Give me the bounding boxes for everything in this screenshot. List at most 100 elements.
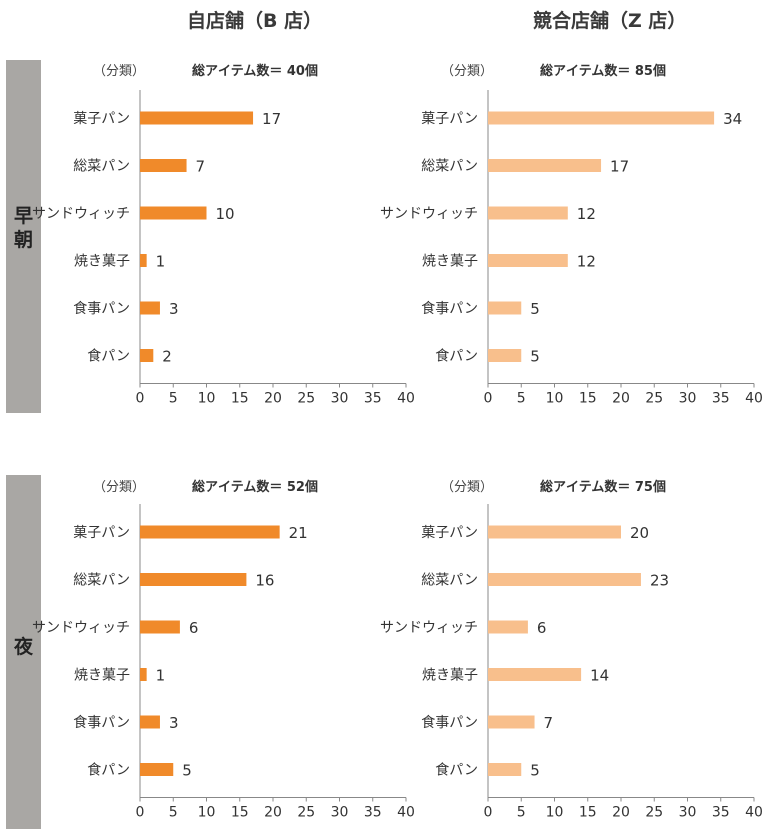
bar xyxy=(488,111,715,125)
bar xyxy=(140,206,207,220)
x-tick-label: 30 xyxy=(679,391,697,407)
bar xyxy=(488,159,602,172)
category-label: 総菜パン xyxy=(73,573,130,589)
x-tick-label: 5 xyxy=(169,391,178,407)
x-tick-label: 30 xyxy=(331,391,349,407)
x-tick-label: 30 xyxy=(331,805,349,821)
bar-value-label: 20 xyxy=(630,524,649,542)
row-label-morning: 早朝 xyxy=(13,205,33,251)
category-label: 焼き菓子 xyxy=(74,254,130,270)
x-tick-label: 0 xyxy=(136,391,145,407)
bar-value-label: 23 xyxy=(650,572,669,590)
x-tick-label: 15 xyxy=(579,805,597,821)
category-label: 菓子パン xyxy=(421,525,478,541)
category-label: 食パン xyxy=(87,348,130,365)
column-title-competitor-store: 競合店舗（Z 店） xyxy=(533,10,687,32)
panel-header-category: （分類） xyxy=(93,64,145,79)
category-label: 菓子パン xyxy=(73,111,130,127)
category-label: 焼き菓子 xyxy=(422,254,478,270)
category-label: 菓子パン xyxy=(421,111,478,127)
x-tick-label: 25 xyxy=(645,391,663,407)
category-label: 食事パン xyxy=(421,300,478,317)
row-label-bar-morning: 早朝 xyxy=(6,60,41,413)
category-label: サンドウィッチ xyxy=(380,620,478,636)
column-title-own-store: 自店舗（B 店） xyxy=(187,10,323,32)
x-tick-label: 20 xyxy=(612,805,630,821)
bar-value-label: 21 xyxy=(289,524,308,542)
bar-value-label: 17 xyxy=(262,110,281,128)
x-tick-label: 10 xyxy=(198,391,216,407)
bar xyxy=(488,763,522,776)
panel-header-category: （分類） xyxy=(93,480,145,495)
x-tick-label: 40 xyxy=(745,391,763,407)
bar xyxy=(140,111,254,125)
bar xyxy=(140,254,147,267)
category-label: 食事パン xyxy=(73,300,130,317)
x-tick-label: 5 xyxy=(517,391,526,407)
x-tick-label: 40 xyxy=(397,391,415,407)
category-label: 総菜パン xyxy=(73,159,130,175)
bar-value-label: 10 xyxy=(216,205,235,223)
bar-value-label: 7 xyxy=(196,158,206,176)
bar xyxy=(140,763,174,776)
bar xyxy=(488,206,568,220)
bar xyxy=(140,525,280,539)
bar-value-label: 7 xyxy=(544,714,554,732)
x-tick-label: 0 xyxy=(484,391,493,407)
category-label: 総菜パン xyxy=(421,573,478,589)
panel-header-category: （分類） xyxy=(441,64,493,79)
bar-value-label: 12 xyxy=(577,205,596,223)
bar xyxy=(140,349,154,362)
category-label: サンドウィッチ xyxy=(32,620,130,636)
panel-header-total-items: 総アイテム数＝ 85個 xyxy=(540,63,666,79)
bar xyxy=(488,715,535,729)
x-tick-label: 20 xyxy=(612,391,630,407)
bar-value-label: 3 xyxy=(169,300,179,318)
x-tick-label: 30 xyxy=(679,805,697,821)
panel-header-total-items: 総アイテム数＝ 40個 xyxy=(192,63,318,79)
bar-value-label: 34 xyxy=(723,110,742,128)
x-tick-label: 0 xyxy=(136,805,145,821)
bar-value-label: 5 xyxy=(530,300,540,318)
bar xyxy=(140,301,160,315)
x-tick-label: 5 xyxy=(169,805,178,821)
x-tick-label: 35 xyxy=(364,805,382,821)
x-tick-label: 20 xyxy=(264,805,282,821)
bar xyxy=(140,620,180,634)
x-tick-label: 10 xyxy=(546,805,564,821)
x-tick-label: 10 xyxy=(546,391,564,407)
bar-value-label: 5 xyxy=(182,762,192,780)
bar xyxy=(488,301,522,315)
x-tick-label: 20 xyxy=(264,391,282,407)
category-label: 菓子パン xyxy=(73,525,130,541)
bar-value-label: 1 xyxy=(156,253,166,271)
x-tick-label: 5 xyxy=(517,805,526,821)
bar-value-label: 3 xyxy=(169,714,179,732)
x-tick-label: 25 xyxy=(645,805,663,821)
category-label: 食パン xyxy=(435,762,478,779)
category-label: 総菜パン xyxy=(421,159,478,175)
bar-value-label: 1 xyxy=(156,667,166,685)
category-label: サンドウィッチ xyxy=(380,206,478,222)
category-label: 食事パン xyxy=(73,714,130,731)
x-tick-label: 25 xyxy=(297,391,315,407)
bar-value-label: 6 xyxy=(537,619,547,637)
x-tick-label: 35 xyxy=(712,805,730,821)
panel-header-total-items: 総アイテム数＝ 52個 xyxy=(192,479,318,495)
bar-value-label: 17 xyxy=(610,158,629,176)
panel-header-category: （分類） xyxy=(441,480,493,495)
bar xyxy=(488,573,641,586)
x-tick-label: 35 xyxy=(364,391,382,407)
bar xyxy=(488,254,568,267)
bar xyxy=(488,525,621,539)
category-label: サンドウィッチ xyxy=(32,206,130,222)
bar xyxy=(140,668,147,681)
category-label: 焼き菓子 xyxy=(74,668,130,684)
x-tick-label: 35 xyxy=(712,391,730,407)
bar-value-label: 14 xyxy=(590,667,609,685)
bar xyxy=(140,573,247,586)
category-label: 食事パン xyxy=(421,714,478,731)
x-tick-label: 0 xyxy=(484,805,493,821)
bar-value-label: 12 xyxy=(577,253,596,271)
